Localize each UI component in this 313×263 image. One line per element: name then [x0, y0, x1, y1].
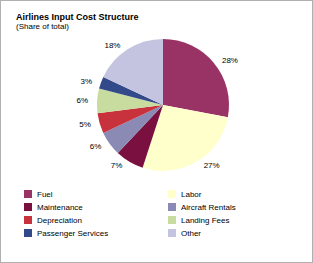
- svg-text:Landing Fees: Landing Fees: [181, 216, 229, 225]
- svg-text:3%: 3%: [81, 77, 93, 86]
- svg-text:7%: 7%: [111, 161, 123, 170]
- svg-text:Aircraft Rentals: Aircraft Rentals: [181, 203, 236, 212]
- svg-text:(Share of total): (Share of total): [16, 22, 69, 31]
- svg-text:28%: 28%: [222, 56, 238, 65]
- svg-text:Passenger Services: Passenger Services: [37, 229, 108, 238]
- svg-text:5%: 5%: [79, 120, 91, 129]
- svg-text:6%: 6%: [90, 142, 102, 151]
- svg-text:Airlines Input Cost Structure: Airlines Input Cost Structure: [16, 12, 139, 22]
- svg-text:Fuel: Fuel: [37, 190, 53, 199]
- svg-text:Depreciation: Depreciation: [37, 216, 82, 225]
- svg-text:Other: Other: [181, 229, 201, 238]
- svg-text:18%: 18%: [104, 41, 120, 50]
- svg-text:Labor: Labor: [181, 190, 202, 199]
- svg-text:6%: 6%: [77, 96, 89, 105]
- svg-text:27%: 27%: [204, 161, 220, 170]
- svg-text:Maintenance: Maintenance: [37, 203, 83, 212]
